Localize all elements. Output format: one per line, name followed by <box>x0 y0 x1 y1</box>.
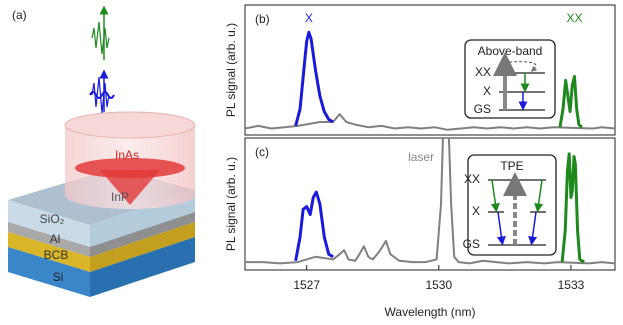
level-label: X <box>483 84 491 98</box>
y-axis-label: PL signal (arb. u.) <box>224 157 238 251</box>
annotation: laser <box>408 150 434 164</box>
inset-arrow <box>508 61 538 72</box>
inset-title: Above-band <box>478 44 543 58</box>
x-tick-label: 1530 <box>425 278 452 292</box>
layer-label: BCB <box>44 248 69 262</box>
x-tick-label: 1533 <box>558 278 585 292</box>
inset-title: TPE <box>500 159 523 173</box>
inset-line <box>496 211 506 246</box>
level-label: GS <box>474 102 491 116</box>
level-label: XX <box>475 65 491 79</box>
series-label: X <box>305 11 313 25</box>
plot-frame <box>244 4 616 136</box>
inset-line <box>528 211 538 246</box>
series-line <box>245 138 615 265</box>
inset-line <box>534 179 544 213</box>
level-label: X <box>472 204 480 218</box>
schematic: (a) InAs InP SiO₂ Al BCB Si <box>8 5 196 297</box>
inset-box <box>464 39 556 119</box>
panel-label: (b) <box>255 12 270 26</box>
series-line <box>294 190 334 262</box>
x-axis-label: Wavelength (nm) <box>385 305 476 319</box>
panel-label: (a) <box>12 8 27 22</box>
layer-label: InAs <box>115 148 139 162</box>
series-line <box>560 152 585 264</box>
inset-line <box>490 179 500 213</box>
x-tick-label: 1527 <box>293 278 320 292</box>
layer-label: SiO₂ <box>40 212 65 226</box>
y-axis-label: PL signal (arb. u.) <box>224 23 238 117</box>
layer-label: Al <box>50 232 61 246</box>
series-line <box>245 113 615 131</box>
plot-frame <box>244 137 616 271</box>
level-label: GS <box>463 237 480 251</box>
level-label: XX <box>464 172 480 186</box>
layer-label: Si <box>53 270 64 284</box>
panel-label: (c) <box>255 145 269 159</box>
series-label: XX <box>566 11 582 25</box>
series-line <box>558 75 583 129</box>
series-line <box>294 30 334 127</box>
layer-label: InP <box>111 190 129 204</box>
